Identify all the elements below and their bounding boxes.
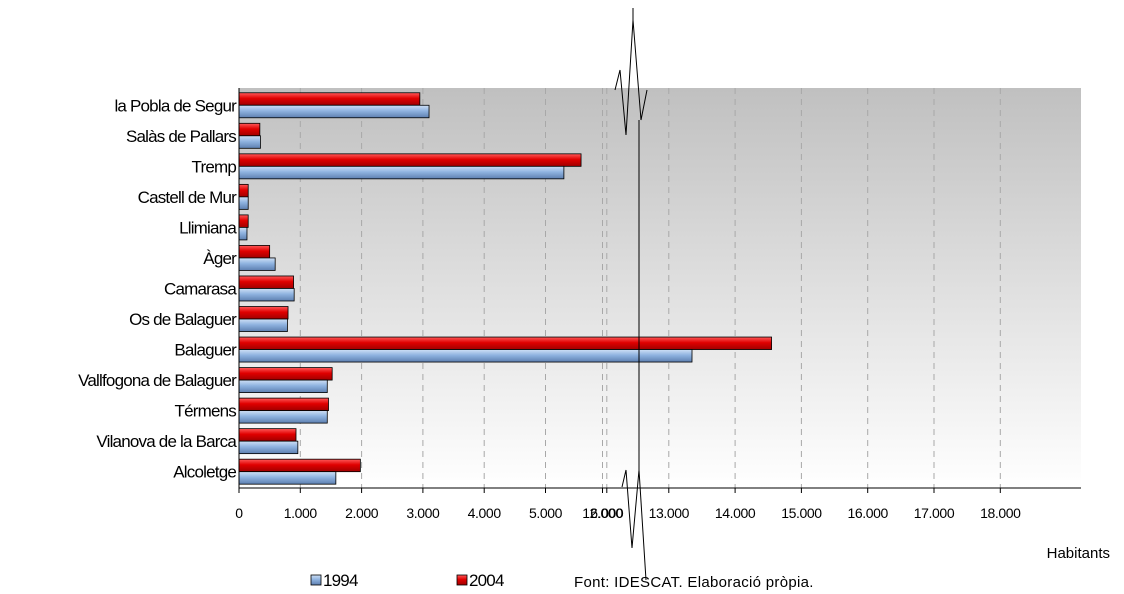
legend-label-1994: 1994 [323, 571, 358, 590]
legend-swatch-2004 [456, 574, 468, 586]
category-label: Àger [203, 249, 237, 268]
bar-2004 [238, 458, 361, 473]
bar-1994 [238, 440, 299, 455]
bar-2004 [238, 397, 329, 412]
axis-break-marker [614, 8, 648, 581]
bar-1994 [238, 288, 295, 302]
bar-2004 [238, 153, 582, 167]
bar-1994 [238, 257, 276, 271]
category-label: Salàs de Pallars [126, 127, 236, 146]
category-label: Alcoletge [173, 463, 236, 482]
x-tick-label: 17.000 [914, 505, 955, 521]
category-label: Os de Balaguer [129, 310, 237, 329]
bar-1994 [238, 165, 565, 180]
bar-1994 [238, 410, 328, 424]
bar-1994 [238, 471, 337, 485]
x-tick-label: 18.000 [980, 505, 1021, 521]
x-tick-label: 12.000 [582, 505, 623, 521]
bar-1994 [238, 196, 249, 210]
x-tick-label: 0 [235, 505, 243, 521]
x-tick-label: 2.000 [345, 505, 379, 521]
legend-swatch-1994 [310, 574, 322, 586]
category-label: Balaguer [174, 341, 237, 360]
category-label: Vilanova de la Barca [96, 432, 237, 451]
x-tick-label: 6.000 [590, 505, 624, 521]
bar-2004 [238, 306, 289, 320]
category-label: Castell de Mur [138, 188, 238, 207]
x-tick-label: 16.000 [847, 505, 888, 521]
category-label: Tremp [192, 157, 237, 176]
category-label: Vallfogona de Balaguer [78, 371, 237, 390]
bar-2004 [238, 183, 249, 198]
bar-2004 [238, 275, 294, 289]
x-tick-label: 3.000 [406, 505, 440, 521]
x-tick-label: 13.000 [649, 505, 690, 521]
source-note: Font: IDESCAT. Elaboració pròpia. [574, 574, 814, 591]
bar-1994 [238, 318, 288, 332]
bar-1994 [238, 104, 430, 119]
category-labels: la Pobla de Segur Salàs de Pallars Tremp Ca… [78, 96, 238, 482]
category-label: la Pobla de Segur [114, 96, 237, 115]
bar-2004 [238, 92, 421, 106]
bar-2004 [238, 336, 772, 350]
legend: 1994 2004 [310, 571, 505, 590]
x-axis-title: Habitants [1047, 545, 1110, 562]
bar-1994 [238, 379, 328, 393]
category-label: Llimiana [179, 218, 237, 237]
x-tick-label: 4.000 [468, 505, 502, 521]
bar-1994 [238, 135, 261, 149]
category-label: Camarasa [164, 279, 237, 298]
x-tick-label: 1.000 [284, 505, 318, 521]
legend-label-2004: 2004 [469, 571, 504, 590]
x-tick-label: 15.000 [781, 505, 822, 521]
plot-area [239, 88, 1081, 488]
bars [238, 92, 772, 485]
bar-1994 [238, 227, 248, 241]
bar-2004 [238, 122, 261, 137]
x-tick-label: 14.000 [715, 505, 756, 521]
bar-2004 [238, 245, 271, 259]
category-label: Térmens [175, 402, 237, 421]
bar-2004 [238, 214, 249, 228]
bar-2004 [238, 428, 297, 442]
bar-1994 [238, 349, 693, 363]
x-tick-label: 5.000 [529, 505, 563, 521]
bar-2004 [238, 367, 333, 381]
